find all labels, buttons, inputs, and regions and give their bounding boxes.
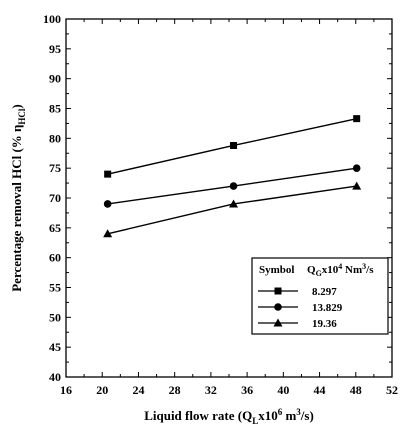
data-point	[103, 229, 113, 238]
y-tick-label: 100	[43, 12, 61, 26]
legend-entry: 8.297	[258, 286, 337, 298]
x-tick-label: 16	[60, 383, 72, 397]
legend-header-flow: QGx104 Nm3/s	[307, 262, 374, 278]
data-point	[352, 181, 362, 190]
data-point	[103, 200, 112, 208]
x-tick-label: 28	[169, 383, 181, 397]
legend-label: 8.297	[312, 286, 337, 298]
y-tick-label: 95	[49, 42, 61, 56]
data-point	[352, 164, 361, 172]
data-point	[230, 141, 238, 149]
y-tick-label: 50	[49, 310, 61, 324]
y-tick-label: 40	[49, 370, 61, 384]
legend-entry: 13.829	[258, 302, 343, 314]
data-point	[104, 170, 112, 178]
x-tick-label: 32	[205, 383, 217, 397]
legend-label: 19.36	[312, 318, 337, 330]
series-square	[104, 115, 361, 178]
data-point	[229, 199, 239, 208]
legend-entry: 19.36	[258, 318, 337, 330]
y-tick-label: 75	[49, 161, 61, 175]
data-point	[353, 115, 361, 123]
legend-label: 13.829	[312, 302, 343, 314]
x-tick-label: 40	[277, 383, 289, 397]
y-tick-label: 85	[49, 102, 61, 116]
y-tick-label: 60	[49, 251, 61, 265]
y-tick-label: 70	[49, 191, 61, 205]
legend-marker	[273, 318, 283, 327]
y-axis-title: Percentage removal HCl (% ηHCl)	[9, 104, 27, 292]
legend-marker	[274, 303, 282, 311]
legend-box	[251, 257, 389, 335]
x-axis-title: Liquid flow rate (QLx106 m3/s)	[144, 407, 314, 426]
x-tick-label: 36	[241, 383, 253, 397]
y-tick-label: 45	[49, 340, 61, 354]
y-tick-label: 65	[49, 221, 61, 235]
series-circle	[103, 164, 361, 208]
y-tick-label: 80	[49, 131, 61, 145]
series-triangle	[103, 181, 362, 238]
x-tick-label: 24	[132, 383, 144, 397]
x-tick-label: 52	[386, 383, 398, 397]
legend-marker	[274, 287, 282, 295]
x-tick-label: 48	[350, 383, 362, 397]
y-tick-label: 90	[49, 72, 61, 86]
x-tick-label: 20	[96, 383, 108, 397]
x-tick-label: 44	[314, 383, 326, 397]
series-line	[107, 185, 357, 235]
legend-header-symbol: Symbol	[259, 264, 294, 276]
data-point	[229, 182, 238, 190]
y-tick-label: 55	[49, 281, 61, 295]
